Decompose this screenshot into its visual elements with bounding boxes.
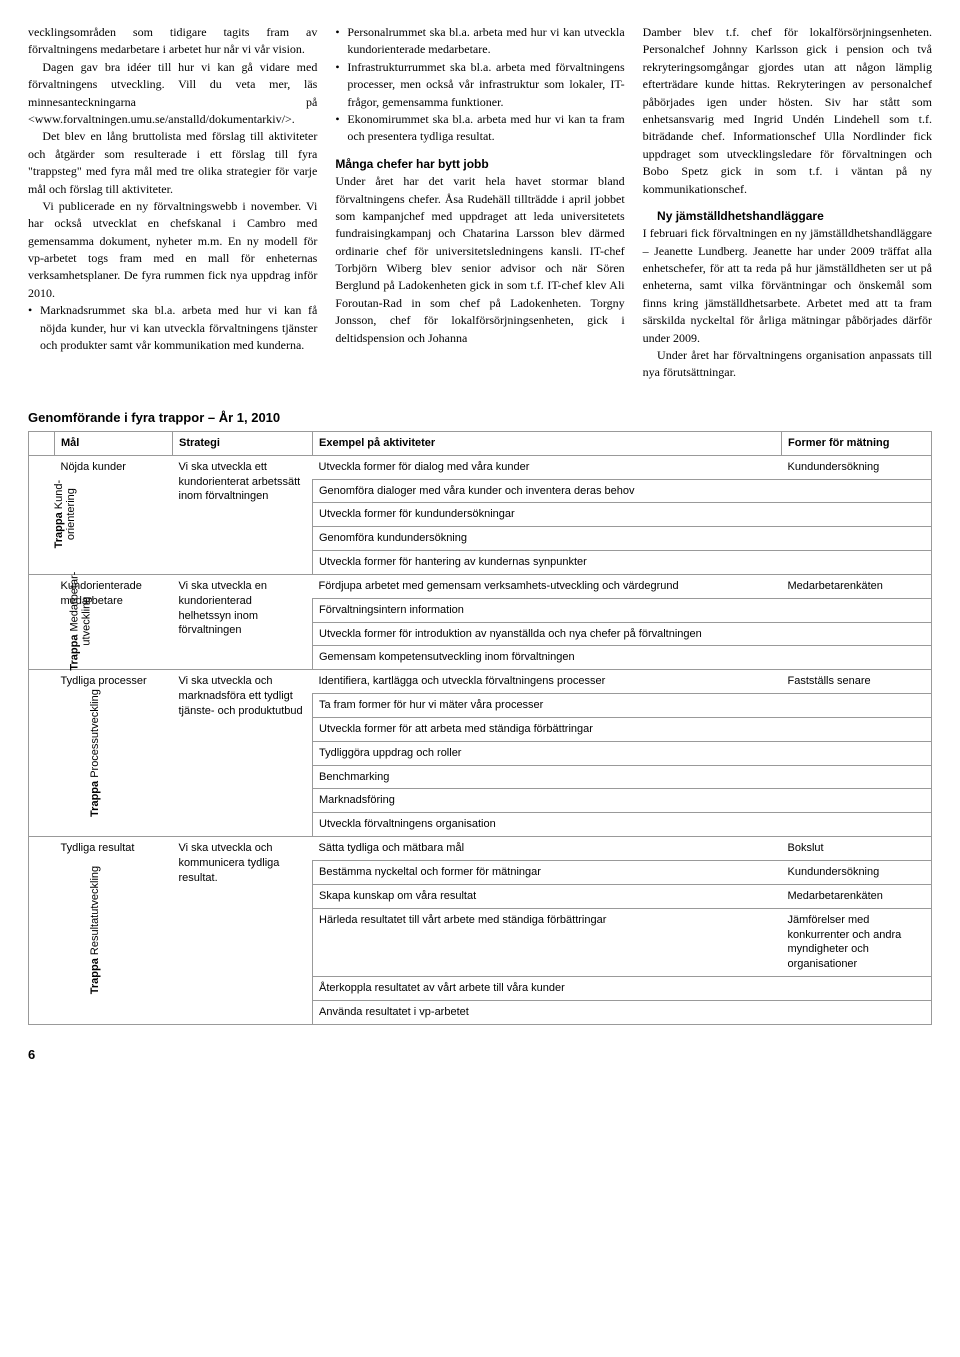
col3-p1: Damber blev t.f. chef för lokalförsörjni… xyxy=(643,24,932,198)
body-columns: vecklingsområden som tidigare tagits fra… xyxy=(28,24,932,382)
cell-activity: Förvaltningsintern information xyxy=(313,598,782,622)
cell-former xyxy=(782,789,932,813)
table-row: Trappa Kund-orienteringNöjda kunderVi sk… xyxy=(29,455,932,479)
cell-activity: Fördjupa arbetet med gemensam verksamhet… xyxy=(313,574,782,598)
col2-bullet-3: Ekonomirummet ska bl.a. arbeta med hur v… xyxy=(335,111,624,146)
col3-subhead: Ny jämställdhetshandläggare xyxy=(643,208,932,225)
col1-p2: Dagen gav bra idéer till hur vi kan gå v… xyxy=(28,59,317,129)
cell-former: Kundundersökning xyxy=(782,455,932,479)
cell-former: Bokslut xyxy=(782,837,932,861)
cell-activity: Ta fram former för hur vi mäter våra pro… xyxy=(313,694,782,718)
cell-former xyxy=(782,717,932,741)
table-row: Trappa Medarbetar-utvecklingKundorienter… xyxy=(29,574,932,598)
cell-former xyxy=(782,694,932,718)
col1-p4: Vi publicerade en ny förvaltningswebb i … xyxy=(28,198,317,302)
cell-activity: Utveckla förvaltningens organisation xyxy=(313,813,782,837)
cell-strategi: Vi ska utveckla och marknadsföra ett tyd… xyxy=(173,670,313,837)
trappor-table: Mål Strategi Exempel på aktiviteter Form… xyxy=(28,431,932,1025)
cell-former xyxy=(782,646,932,670)
th-strategi: Strategi xyxy=(173,431,313,455)
table-title: Genomförande i fyra trappor – År 1, 2010 xyxy=(28,410,932,425)
cell-activity: Marknadsföring xyxy=(313,789,782,813)
side-label: Trappa Medarbetar-utveckling xyxy=(29,574,55,669)
col3-p3: Under året har förvaltningens organisati… xyxy=(643,347,932,382)
col1-bullets: Marknadsrummet ska bl.a. arbeta med hur … xyxy=(28,302,317,354)
cell-activity: Tydliggöra uppdrag och roller xyxy=(313,741,782,765)
column-2: Personalrummet ska bl.a. arbeta med hur … xyxy=(335,24,624,382)
cell-former xyxy=(782,551,932,575)
cell-activity: Härleda resultatet till vårt arbete med … xyxy=(313,908,782,976)
cell-former xyxy=(782,765,932,789)
col2-subhead: Många chefer har bytt jobb xyxy=(335,156,624,173)
cell-activity: Använda resultatet i vp-arbetet xyxy=(313,1000,782,1024)
cell-activity: Genomföra dialoger med våra kunder och i… xyxy=(313,479,782,503)
cell-activity: Genomföra kundundersökning xyxy=(313,527,782,551)
side-label: Trappa Processutveckling xyxy=(29,670,55,837)
table-row: Trappa ProcessutvecklingTydliga processe… xyxy=(29,670,932,694)
side-label: Trappa Resultatutveckling xyxy=(29,837,55,1025)
th-former: Former för mätning xyxy=(782,431,932,455)
side-label: Trappa Kund-orientering xyxy=(29,455,55,574)
cell-former xyxy=(782,598,932,622)
cell-former: Medarbetarenkäten xyxy=(782,574,932,598)
cell-activity: Utveckla former för att arbeta med ständ… xyxy=(313,717,782,741)
cell-activity: Utveckla former för kundundersökningar xyxy=(313,503,782,527)
col2-bullet-2: Infrastrukturrummet ska bl.a. arbeta med… xyxy=(335,59,624,111)
cell-former xyxy=(782,741,932,765)
column-3: Damber blev t.f. chef för lokalförsörjni… xyxy=(643,24,932,382)
col1-p1: vecklingsområden som tidigare tagits fra… xyxy=(28,24,317,59)
col2-bullet-1: Personalrummet ska bl.a. arbeta med hur … xyxy=(335,24,624,59)
cell-former xyxy=(782,1000,932,1024)
cell-mal: Tydliga processer xyxy=(55,670,173,837)
cell-former xyxy=(782,503,932,527)
cell-activity: Återkoppla resultatet av vårt arbete til… xyxy=(313,977,782,1001)
table-row: Trappa ResultatutvecklingTydliga resulta… xyxy=(29,837,932,861)
cell-strategi: Vi ska utveckla och kommunicera tydliga … xyxy=(173,837,313,1025)
cell-former xyxy=(782,977,932,1001)
cell-former: Jämförelser med konkurrenter och andra m… xyxy=(782,908,932,976)
cell-former xyxy=(782,622,932,646)
th-mal: Mål xyxy=(55,431,173,455)
cell-activity: Utveckla former för introduktion av nyan… xyxy=(313,622,782,646)
col1-p3: Det blev en lång bruttolista med förslag… xyxy=(28,128,317,198)
col2-bullets: Personalrummet ska bl.a. arbeta med hur … xyxy=(335,24,624,146)
column-1: vecklingsområden som tidigare tagits fra… xyxy=(28,24,317,382)
cell-activity: Sätta tydliga och mätbara mål xyxy=(313,837,782,861)
cell-activity: Utveckla former för hantering av kundern… xyxy=(313,551,782,575)
cell-activity: Identifiera, kartlägga och utveckla förv… xyxy=(313,670,782,694)
th-side xyxy=(29,431,55,455)
table-body: Trappa Kund-orienteringNöjda kunderVi sk… xyxy=(29,455,932,1024)
cell-activity: Bestämma nyckeltal och former för mätnin… xyxy=(313,861,782,885)
cell-mal: Tydliga resultat xyxy=(55,837,173,1025)
table-header-row: Mål Strategi Exempel på aktiviteter Form… xyxy=(29,431,932,455)
th-aktiviteter: Exempel på aktiviteter xyxy=(313,431,782,455)
col2-p1: Under året har det varit hela havet stor… xyxy=(335,173,624,347)
cell-activity: Benchmarking xyxy=(313,765,782,789)
cell-activity: Skapa kunskap om våra resultat xyxy=(313,884,782,908)
cell-former: Kundundersökning xyxy=(782,861,932,885)
cell-former xyxy=(782,527,932,551)
cell-former: Fastställs senare xyxy=(782,670,932,694)
cell-former xyxy=(782,479,932,503)
cell-strategi: Vi ska utveckla ett kundorienterat arbet… xyxy=(173,455,313,574)
cell-activity: Gemensam kompetensutveckling inom förval… xyxy=(313,646,782,670)
page-number: 6 xyxy=(28,1047,932,1062)
cell-strategi: Vi ska utveckla en kundorienterad helhet… xyxy=(173,574,313,669)
col1-bullet-1: Marknadsrummet ska bl.a. arbeta med hur … xyxy=(28,302,317,354)
cell-former: Medarbetarenkäten xyxy=(782,884,932,908)
col3-p2: I februari fick förvaltningen en ny jäms… xyxy=(643,225,932,347)
cell-former xyxy=(782,813,932,837)
cell-activity: Utveckla former för dialog med våra kund… xyxy=(313,455,782,479)
